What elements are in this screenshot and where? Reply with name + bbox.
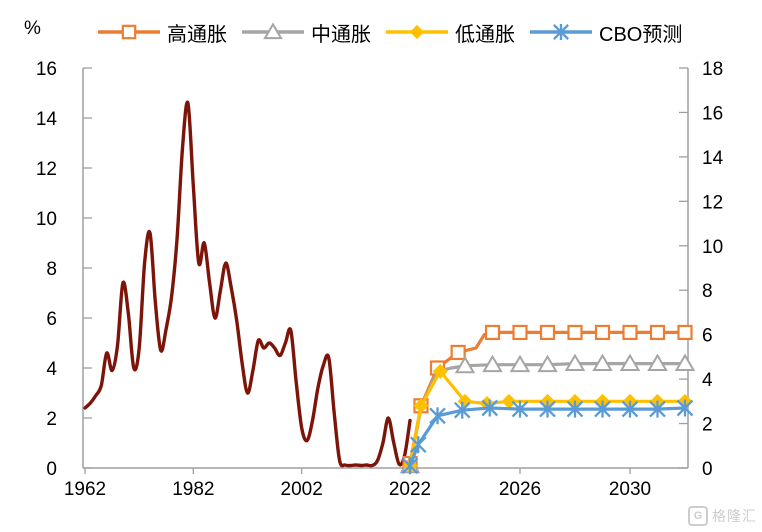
legend-label: 低通胀 — [455, 23, 515, 46]
svg-text:12: 12 — [702, 192, 723, 213]
svg-text:0: 0 — [46, 459, 57, 480]
svg-text:2022: 2022 — [389, 479, 431, 500]
watermark-text: 格隆汇 — [712, 508, 757, 524]
legend-item-mid-inflation: 中通胀 — [240, 18, 371, 47]
legend-label: CBO预测 — [599, 23, 683, 46]
gelonghui-logo-icon: G — [688, 506, 708, 526]
left-axis-unit-label: % — [24, 18, 41, 39]
svg-text:14: 14 — [36, 109, 58, 130]
svg-text:8: 8 — [46, 259, 57, 280]
svg-text:16: 16 — [702, 103, 723, 124]
series-cbo-forecast — [401, 399, 694, 475]
series-low-inflation — [402, 363, 693, 474]
svg-text:2: 2 — [46, 409, 57, 430]
svg-text:16: 16 — [36, 59, 57, 80]
svg-text:1982: 1982 — [172, 479, 214, 500]
svg-text:6: 6 — [46, 309, 57, 330]
line-diamond-marker-icon — [386, 24, 448, 40]
svg-text:4: 4 — [702, 370, 713, 391]
legend-label: 高通胀 — [167, 23, 227, 46]
legend: 高通胀 中通胀 低通胀 CBO预测 — [96, 18, 682, 46]
svg-text:0: 0 — [702, 459, 713, 480]
svg-text:10: 10 — [702, 237, 723, 258]
svg-text:2002: 2002 — [281, 479, 323, 500]
line-star-marker-icon — [530, 23, 592, 41]
svg-text:8: 8 — [702, 281, 713, 302]
svg-text:2030: 2030 — [609, 479, 651, 500]
svg-text:18: 18 — [702, 59, 723, 80]
series-historical-inflation — [83, 100, 412, 468]
legend-item-cbo-forecast: CBO预测 — [528, 18, 682, 47]
svg-text:2026: 2026 — [499, 479, 541, 500]
svg-text:1962: 1962 — [64, 479, 106, 500]
svg-text:6: 6 — [702, 326, 713, 347]
legend-item-high-inflation: 高通胀 — [96, 18, 227, 47]
svg-text:4: 4 — [46, 359, 57, 380]
svg-text:12: 12 — [36, 159, 57, 180]
axis-tick-labels: 0 2 4 6 8 10 12 14 16 0 2 4 6 8 10 12 14 16 18 1962 1982 2002… — [36, 59, 724, 500]
svg-text:10: 10 — [36, 209, 57, 230]
legend-label: 中通胀 — [311, 23, 371, 46]
svg-text:2: 2 — [702, 415, 713, 436]
svg-text:14: 14 — [702, 148, 724, 169]
watermark: G 格隆汇 — [688, 506, 757, 526]
line-square-marker-icon — [98, 24, 160, 40]
line-triangle-marker-icon — [242, 22, 304, 40]
legend-item-low-inflation: 低通胀 — [384, 18, 515, 47]
series-high-inflation — [402, 324, 693, 472]
